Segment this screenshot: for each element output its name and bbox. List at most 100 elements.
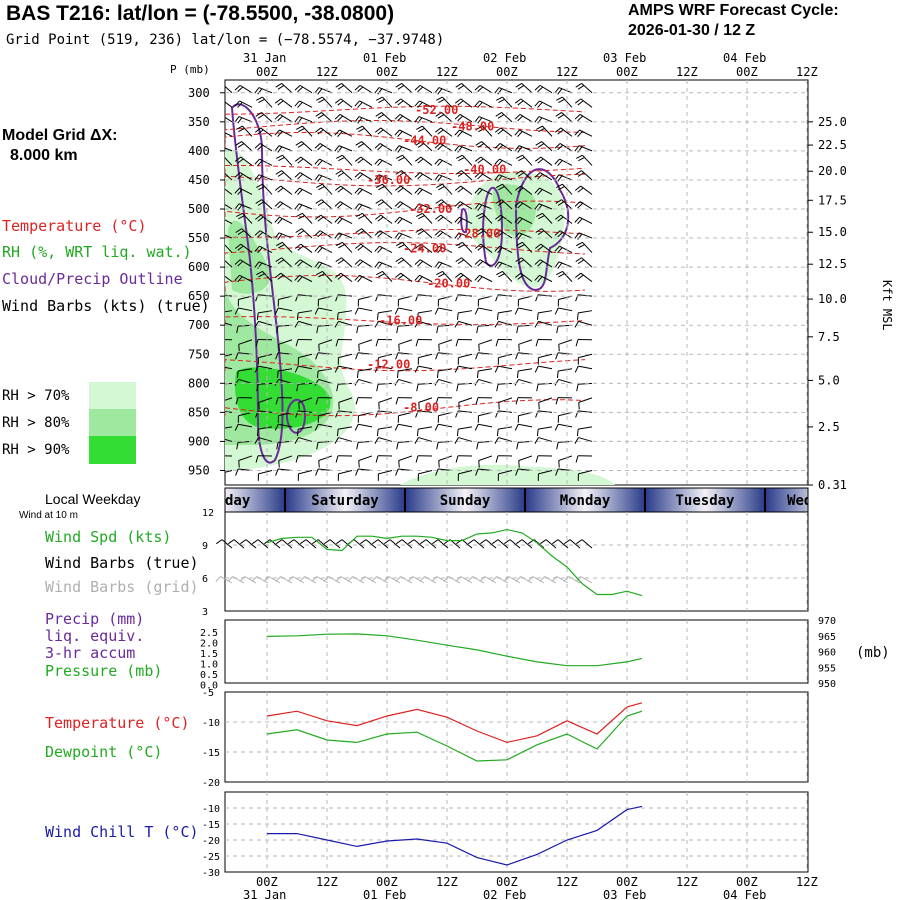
wind-barb-flag [515,257,522,262]
wind-barb-flag [336,154,343,159]
wind-barb-flag [218,157,224,160]
wind-barb [578,310,593,314]
wind-barb-flag [218,260,224,264]
wind-barb [440,214,453,224]
weekday-label: Wednesday [787,493,863,509]
wind-barb-flag [494,127,502,133]
wind-barb-flag [537,143,545,148]
wind-barb-flag [554,143,561,149]
wind-barb-flag [318,98,325,104]
wind-barb-flag [218,147,222,153]
wind-barb-flag [557,231,564,238]
wind-barb-flag [236,212,243,218]
wind-barb-flag [554,87,560,94]
wind-barb-flag [517,202,524,209]
wind-barb-flag [236,442,239,450]
wind-barb [279,216,293,224]
wind-barb-flag [371,576,378,582]
wind-barb [378,469,393,475]
wind-barb-flag [397,172,405,177]
legend-wind-speed: Wind Spd (kts) [45,528,172,546]
wind-barb [358,295,373,301]
time-tick-label: 12Z [796,65,818,79]
wind-barb-flag [277,131,283,137]
wind-barb-flag [323,576,330,582]
wind-barb-flag [217,313,218,320]
pressure-unit-label: (mb) [856,645,890,661]
wind-barb-flag [474,187,480,194]
time-tick-label: 00Z [376,875,398,889]
legend-pressure: Pressure (mb) [45,662,163,680]
wind-barb [278,339,293,345]
wind-barb-flag [577,131,583,137]
wind-barb-flag [575,339,579,347]
wind-barb [498,261,513,268]
wind-barb-flag [334,129,340,136]
wind-barb-flag [375,199,382,204]
wind-barb [238,295,253,301]
wind-barb [544,576,557,584]
wind-barb-flag [497,114,505,119]
wind-barb-flag [234,100,240,107]
wind-barb-flag [377,216,384,222]
wind-barb-flag [297,260,304,267]
wind-barb-flag [434,261,440,268]
wind-barb-flag [414,172,421,178]
wind-barb [261,199,273,210]
wind-barb-flag [356,442,359,450]
wind-barb-flag [457,100,464,106]
wind-barb-flag [334,232,340,239]
wind-barb-flag [554,127,562,133]
wind-barb-flag [434,424,439,431]
wind-barb-flag [436,326,439,334]
wind-barb-flag [357,260,364,267]
wind-barb-flag [394,307,399,315]
wind-barb [301,228,313,239]
wind-barb-flag [314,307,319,315]
wind-barb [578,365,593,370]
precip-tick-label: 1.0 [200,660,218,671]
wind-barb [438,378,453,384]
wind-barb-flag [237,204,243,211]
wind-barb [502,96,513,108]
wind-barb [341,257,353,268]
wind-barb-flag [474,243,482,249]
wind-barb [340,576,353,584]
wind-barb-flag [437,175,443,182]
wind-barb-flag [457,172,465,177]
pressure-tick-label: 850 [188,405,210,419]
wind-barb-flag [517,85,525,90]
wind-barb-flag [395,576,402,582]
wind-barb-flag [535,228,542,233]
wind-barb [418,365,433,370]
wind-barb [318,295,333,301]
wind-barb [459,201,473,210]
wind-barb [359,259,373,268]
wind-barb-flag [574,321,579,328]
wind-barb [578,145,593,152]
wind-barb [559,230,573,239]
wind-barb-flag [477,158,484,164]
wind-barb [225,366,233,370]
wind-barb-flag [518,156,525,162]
pressure-panel-frame [224,619,809,684]
wind-barb-flag [517,115,524,122]
wind-barb-flag [377,129,384,135]
wind-barb-flag [376,270,383,276]
wind-barb-flag [574,216,580,223]
wind-barb [280,98,293,108]
wind-barb-flag [357,102,363,108]
wind-barb-flag [316,442,319,450]
weekday-block [525,488,645,512]
temperature-contour-labels: -52.00 -48.00 -44.00 -40.00 -36.00 -32.00 -28.… [367,103,506,415]
cloud-outline [230,103,570,464]
wind-barb-flag [477,173,484,180]
wind-barb-flag [297,86,304,93]
wind-barb-flag [297,189,303,196]
wind-barb-flag [577,202,584,209]
wind-barb-flag [497,160,503,166]
wind-barb-flag [577,85,585,90]
wind-barb-flag [374,214,382,220]
wind-barb [498,320,513,326]
wind-barb [258,469,273,475]
